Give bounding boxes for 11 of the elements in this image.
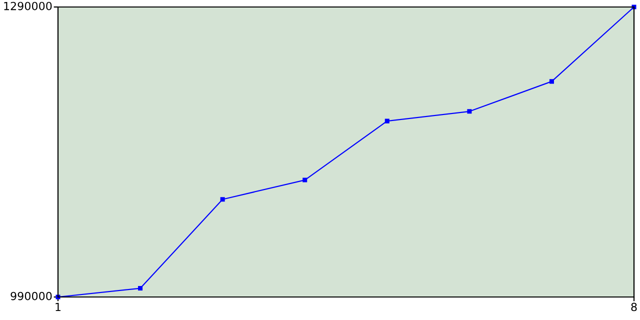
point — [384, 118, 390, 124]
x-tick-label: 1 — [56, 302, 61, 311]
point — [138, 286, 143, 291]
point — [302, 178, 308, 182]
point — [632, 4, 636, 10]
x-tick-label: 8 — [631, 302, 637, 312]
point — [220, 197, 225, 202]
point — [549, 79, 554, 84]
y-tick-label: 1290000 — [4, 2, 52, 10]
y-tick-label: 990000 — [10, 292, 52, 300]
point — [467, 109, 472, 114]
